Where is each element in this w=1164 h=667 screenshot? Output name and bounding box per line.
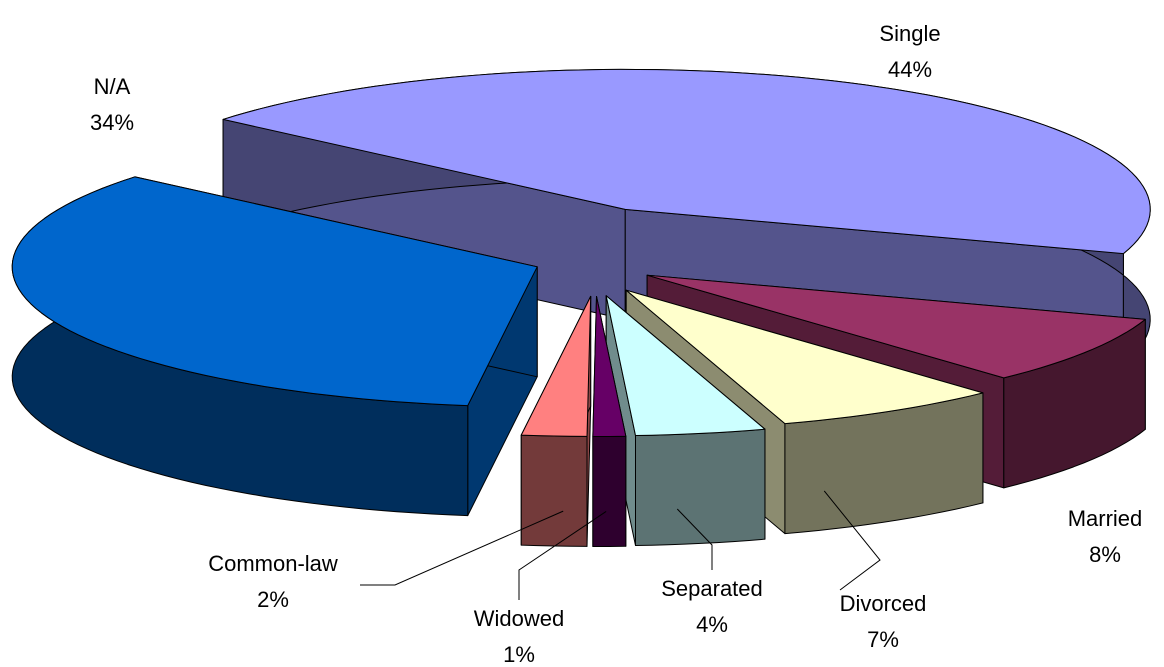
slice-wall [634, 428, 766, 547]
slice-label: N/A [94, 74, 131, 99]
slice [625, 289, 984, 425]
slice-value-label: 1% [503, 642, 535, 667]
slice-value-label: 8% [1089, 542, 1121, 567]
slice-label: Widowed [474, 606, 564, 631]
slice-group [520, 295, 592, 547]
slice-label: Single [879, 21, 940, 46]
leader-line [360, 510, 564, 586]
slice-value-label: 7% [867, 627, 899, 652]
slice-label: Common-law [208, 551, 338, 576]
slice-wall [520, 434, 588, 547]
leader-line [823, 490, 881, 591]
slice-label: Married [1068, 506, 1143, 531]
slice [646, 274, 1146, 379]
slice [222, 68, 1151, 255]
slice [605, 295, 766, 437]
slice-value-label: 4% [696, 612, 728, 637]
slice-value-label: 2% [257, 587, 289, 612]
slice-value-label: 34% [90, 110, 134, 135]
slice [520, 295, 592, 437]
slice [11, 176, 538, 407]
slice-label: Separated [661, 576, 763, 601]
slice-value-label: 44% [888, 57, 932, 82]
leader-line [518, 511, 607, 600]
slice [592, 295, 627, 437]
slice-label: Divorced [840, 591, 927, 616]
slice-group [592, 295, 627, 547]
slice-group [605, 295, 766, 547]
slice-group [11, 176, 538, 517]
leader-line [676, 508, 713, 570]
slice-wall [592, 435, 627, 547]
